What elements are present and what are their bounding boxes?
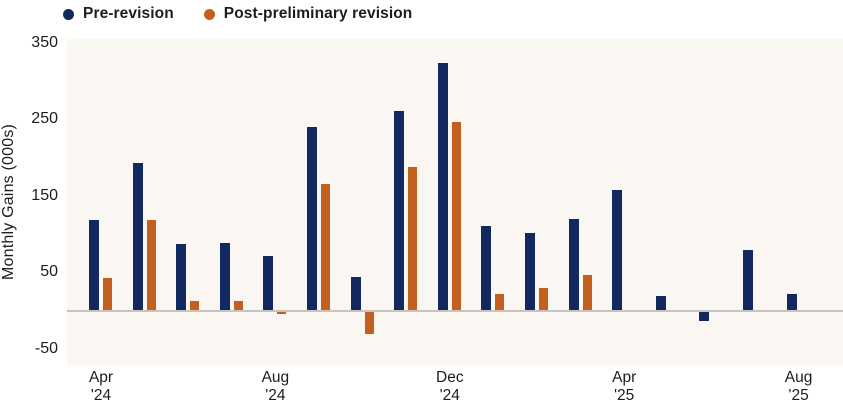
- bar-post-sep-24: [321, 183, 330, 311]
- bar-pre-may-24: [132, 162, 143, 311]
- bar-pre-apr-24: [89, 220, 99, 311]
- x-tick-label-aug-25: Aug '25: [785, 369, 813, 405]
- bar-post-jan-25: [495, 293, 505, 311]
- pre-revision-dot-icon: [63, 8, 74, 20]
- bar-post-dec-24: [451, 121, 461, 311]
- bar-pre-mar-25: [568, 218, 579, 311]
- x-tick-month: Apr: [88, 369, 114, 386]
- plot-area: [67, 39, 843, 365]
- y-tick-label-150: 150: [31, 186, 58, 204]
- x-tick-label-apr-24: Apr '24: [89, 369, 113, 405]
- bar-pre-dec-24: [437, 63, 448, 311]
- chart-legend: Pre-revision Post-preliminary revision: [63, 5, 412, 23]
- bar-post-feb-25: [539, 288, 548, 311]
- bar-pre-jul-25: [743, 250, 753, 311]
- y-tick-label-350: 350: [31, 33, 58, 51]
- x-tick-label-aug-24: Aug '24: [262, 369, 290, 405]
- x-tick-year: '24: [265, 387, 286, 404]
- x-tick-month: Aug: [784, 369, 813, 386]
- bar-post-jul-24: [233, 300, 243, 311]
- bar-pre-aug-24: [263, 256, 274, 311]
- bar-pre-feb-25: [525, 232, 535, 311]
- x-tick-label-dec-24: Dec '24: [436, 369, 464, 405]
- x-tick-label-apr-25: Apr '25: [612, 369, 636, 405]
- legend-label-post-revision: Post-preliminary revision: [223, 5, 413, 22]
- bar-post-mar-25: [582, 275, 592, 311]
- bar-post-oct-24: [364, 310, 374, 335]
- bar-pre-jul-24: [219, 243, 230, 311]
- y-tick-label-50: 50: [40, 263, 58, 281]
- bar-pre-may-25: [655, 296, 666, 311]
- x-tick-year: '24: [439, 387, 460, 404]
- legend-item-post-revision: Post-preliminary revision: [203, 5, 413, 23]
- x-tick-year: '25: [788, 387, 809, 404]
- x-tick-month: Dec: [436, 369, 464, 386]
- bar-post-nov-24: [408, 166, 418, 311]
- bar-pre-oct-24: [350, 276, 361, 311]
- x-tick-year: '24: [90, 387, 112, 404]
- legend-item-pre-revision: Pre-revision: [63, 5, 174, 23]
- bar-pre-aug-25: [786, 293, 797, 311]
- bar-post-aug-24: [277, 310, 287, 315]
- y-tick-label--50: -50: [34, 339, 58, 357]
- bar-pre-apr-25: [612, 189, 623, 311]
- bar-pre-sep-24: [307, 127, 317, 311]
- bar-pre-nov-24: [394, 110, 405, 311]
- x-tick-year: '25: [614, 387, 635, 404]
- post-revision-dot-icon: [203, 8, 215, 20]
- x-tick-month: Apr: [612, 369, 637, 386]
- y-tick-label-250: 250: [31, 110, 58, 128]
- bar-post-jun-24: [190, 301, 200, 311]
- bar-pre-jan-25: [481, 225, 492, 311]
- legend-label-pre-revision: Pre-revision: [83, 5, 174, 22]
- bar-pre-jun-25: [699, 310, 710, 321]
- x-tick-month: Aug: [261, 369, 290, 386]
- bar-post-may-24: [146, 220, 156, 311]
- zero-axis-line: [67, 309, 843, 312]
- bar-post-apr-24: [103, 277, 112, 311]
- bar-pre-jun-24: [176, 244, 187, 311]
